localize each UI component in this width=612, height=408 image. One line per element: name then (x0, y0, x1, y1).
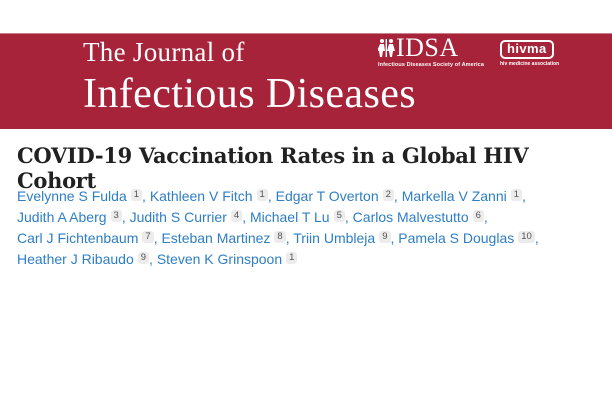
idsa-logo-row: IDSA (377, 33, 482, 62)
author-unit: Kathleen V Fitch 1, (150, 188, 272, 204)
affiliation-badge: 5 (333, 209, 345, 222)
author-link[interactable]: Judith S Currier (129, 209, 227, 225)
author-separator: , (149, 251, 153, 267)
journal-banner: The Journal of Infectious Diseases (0, 33, 612, 129)
affiliation-badge: 1 (286, 251, 298, 264)
hivma-tagline: hiv medicine association (500, 61, 560, 67)
journal-masthead: The Journal of Infectious Diseases (83, 37, 416, 117)
author-separator: , (522, 188, 526, 204)
affiliation-badge: 4 (230, 209, 243, 222)
author-unit: Judith A Aberg 3, (17, 209, 126, 225)
affiliation-badge: 2 (382, 188, 394, 201)
affiliation-badge: 9 (379, 230, 391, 243)
author-separator: , (483, 209, 488, 225)
affiliation-badge: 8 (274, 230, 286, 243)
author-separator: , (390, 230, 395, 246)
author-separator: , (267, 188, 272, 204)
journal-name-line2: Infectious Diseases (83, 71, 416, 117)
author-link[interactable]: Carlos Malvestutto (352, 209, 469, 225)
author-unit: Judith S Currier 4, (130, 209, 246, 225)
article-title: COVID-19 Vaccination Rates in a Global H… (17, 143, 529, 193)
affiliation-badge: 9 (137, 251, 150, 264)
author-separator: , (153, 230, 158, 246)
idsa-crest-icon (377, 38, 395, 58)
affiliation-badge: 1 (510, 188, 523, 201)
author-separator: , (285, 230, 290, 246)
author-separator: , (242, 209, 247, 225)
author-unit: Triin Umbleja 9, (293, 230, 394, 246)
affiliation-badge: 1 (130, 188, 143, 201)
author-link[interactable]: Pamela S Douglas (398, 230, 515, 246)
author-link[interactable]: Esteban Martinez (161, 230, 271, 246)
author-link[interactable]: Evelynne S Fulda (17, 188, 127, 204)
author-link[interactable]: Markella V Zanni (401, 188, 507, 204)
affiliation-badge: 7 (142, 230, 154, 243)
author-link[interactable]: Steven K Grinspoon (156, 251, 283, 267)
author-unit: Carl J Fichtenbaum 7, (17, 230, 158, 246)
hivma-wordmark: hivma (500, 40, 554, 59)
author-unit: Heather J Ribaudo 9, (17, 251, 153, 267)
author-separator: , (121, 209, 126, 225)
idsa-acronym: IDSA (396, 33, 459, 62)
affiliation-badge: 3 (110, 209, 122, 222)
author-link[interactable]: Heather J Ribaudo (17, 251, 134, 267)
author-separator: , (534, 230, 539, 246)
author-unit: Evelynne S Fulda 1, (17, 188, 146, 204)
author-unit: Pamela S Douglas 10, (398, 230, 538, 246)
author-unit: Michael T Lu 5, (250, 209, 349, 225)
idsa-tagline: Infectious Diseases Society of America (378, 62, 484, 68)
journal-name-line1: The Journal of (83, 37, 245, 67)
hivma-logo: hivma hiv medicine association (500, 40, 560, 67)
author-separator: , (142, 188, 146, 204)
author-link[interactable]: Edgar T Overton (275, 188, 379, 204)
author-unit: Markella V Zanni 1, (402, 188, 526, 204)
author-list: Evelynne S Fulda 1, Kathleen V Fitch 1, Ed… (17, 186, 603, 270)
author-link[interactable]: Kathleen V Fitch (149, 188, 253, 204)
author-separator: , (393, 188, 398, 204)
author-unit: Steven K Grinspoon 1 (157, 251, 298, 267)
idsa-logo: IDSA Infectious Diseases Society of Amer… (377, 33, 484, 68)
affiliation-badge: 6 (472, 209, 484, 222)
author-link[interactable]: Judith A Aberg (17, 209, 107, 225)
affiliation-badge: 10 (518, 230, 535, 243)
author-unit: Esteban Martinez 8, (161, 230, 289, 246)
affiliation-badge: 1 (256, 188, 268, 201)
author-separator: , (344, 209, 349, 225)
author-unit: Carlos Malvestutto 6, (353, 209, 488, 225)
author-link[interactable]: Carl J Fichtenbaum (17, 230, 139, 246)
author-link[interactable]: Michael T Lu (249, 209, 330, 225)
author-link[interactable]: Triin Umbleja (293, 230, 376, 246)
author-unit: Edgar T Overton 2, (276, 188, 398, 204)
